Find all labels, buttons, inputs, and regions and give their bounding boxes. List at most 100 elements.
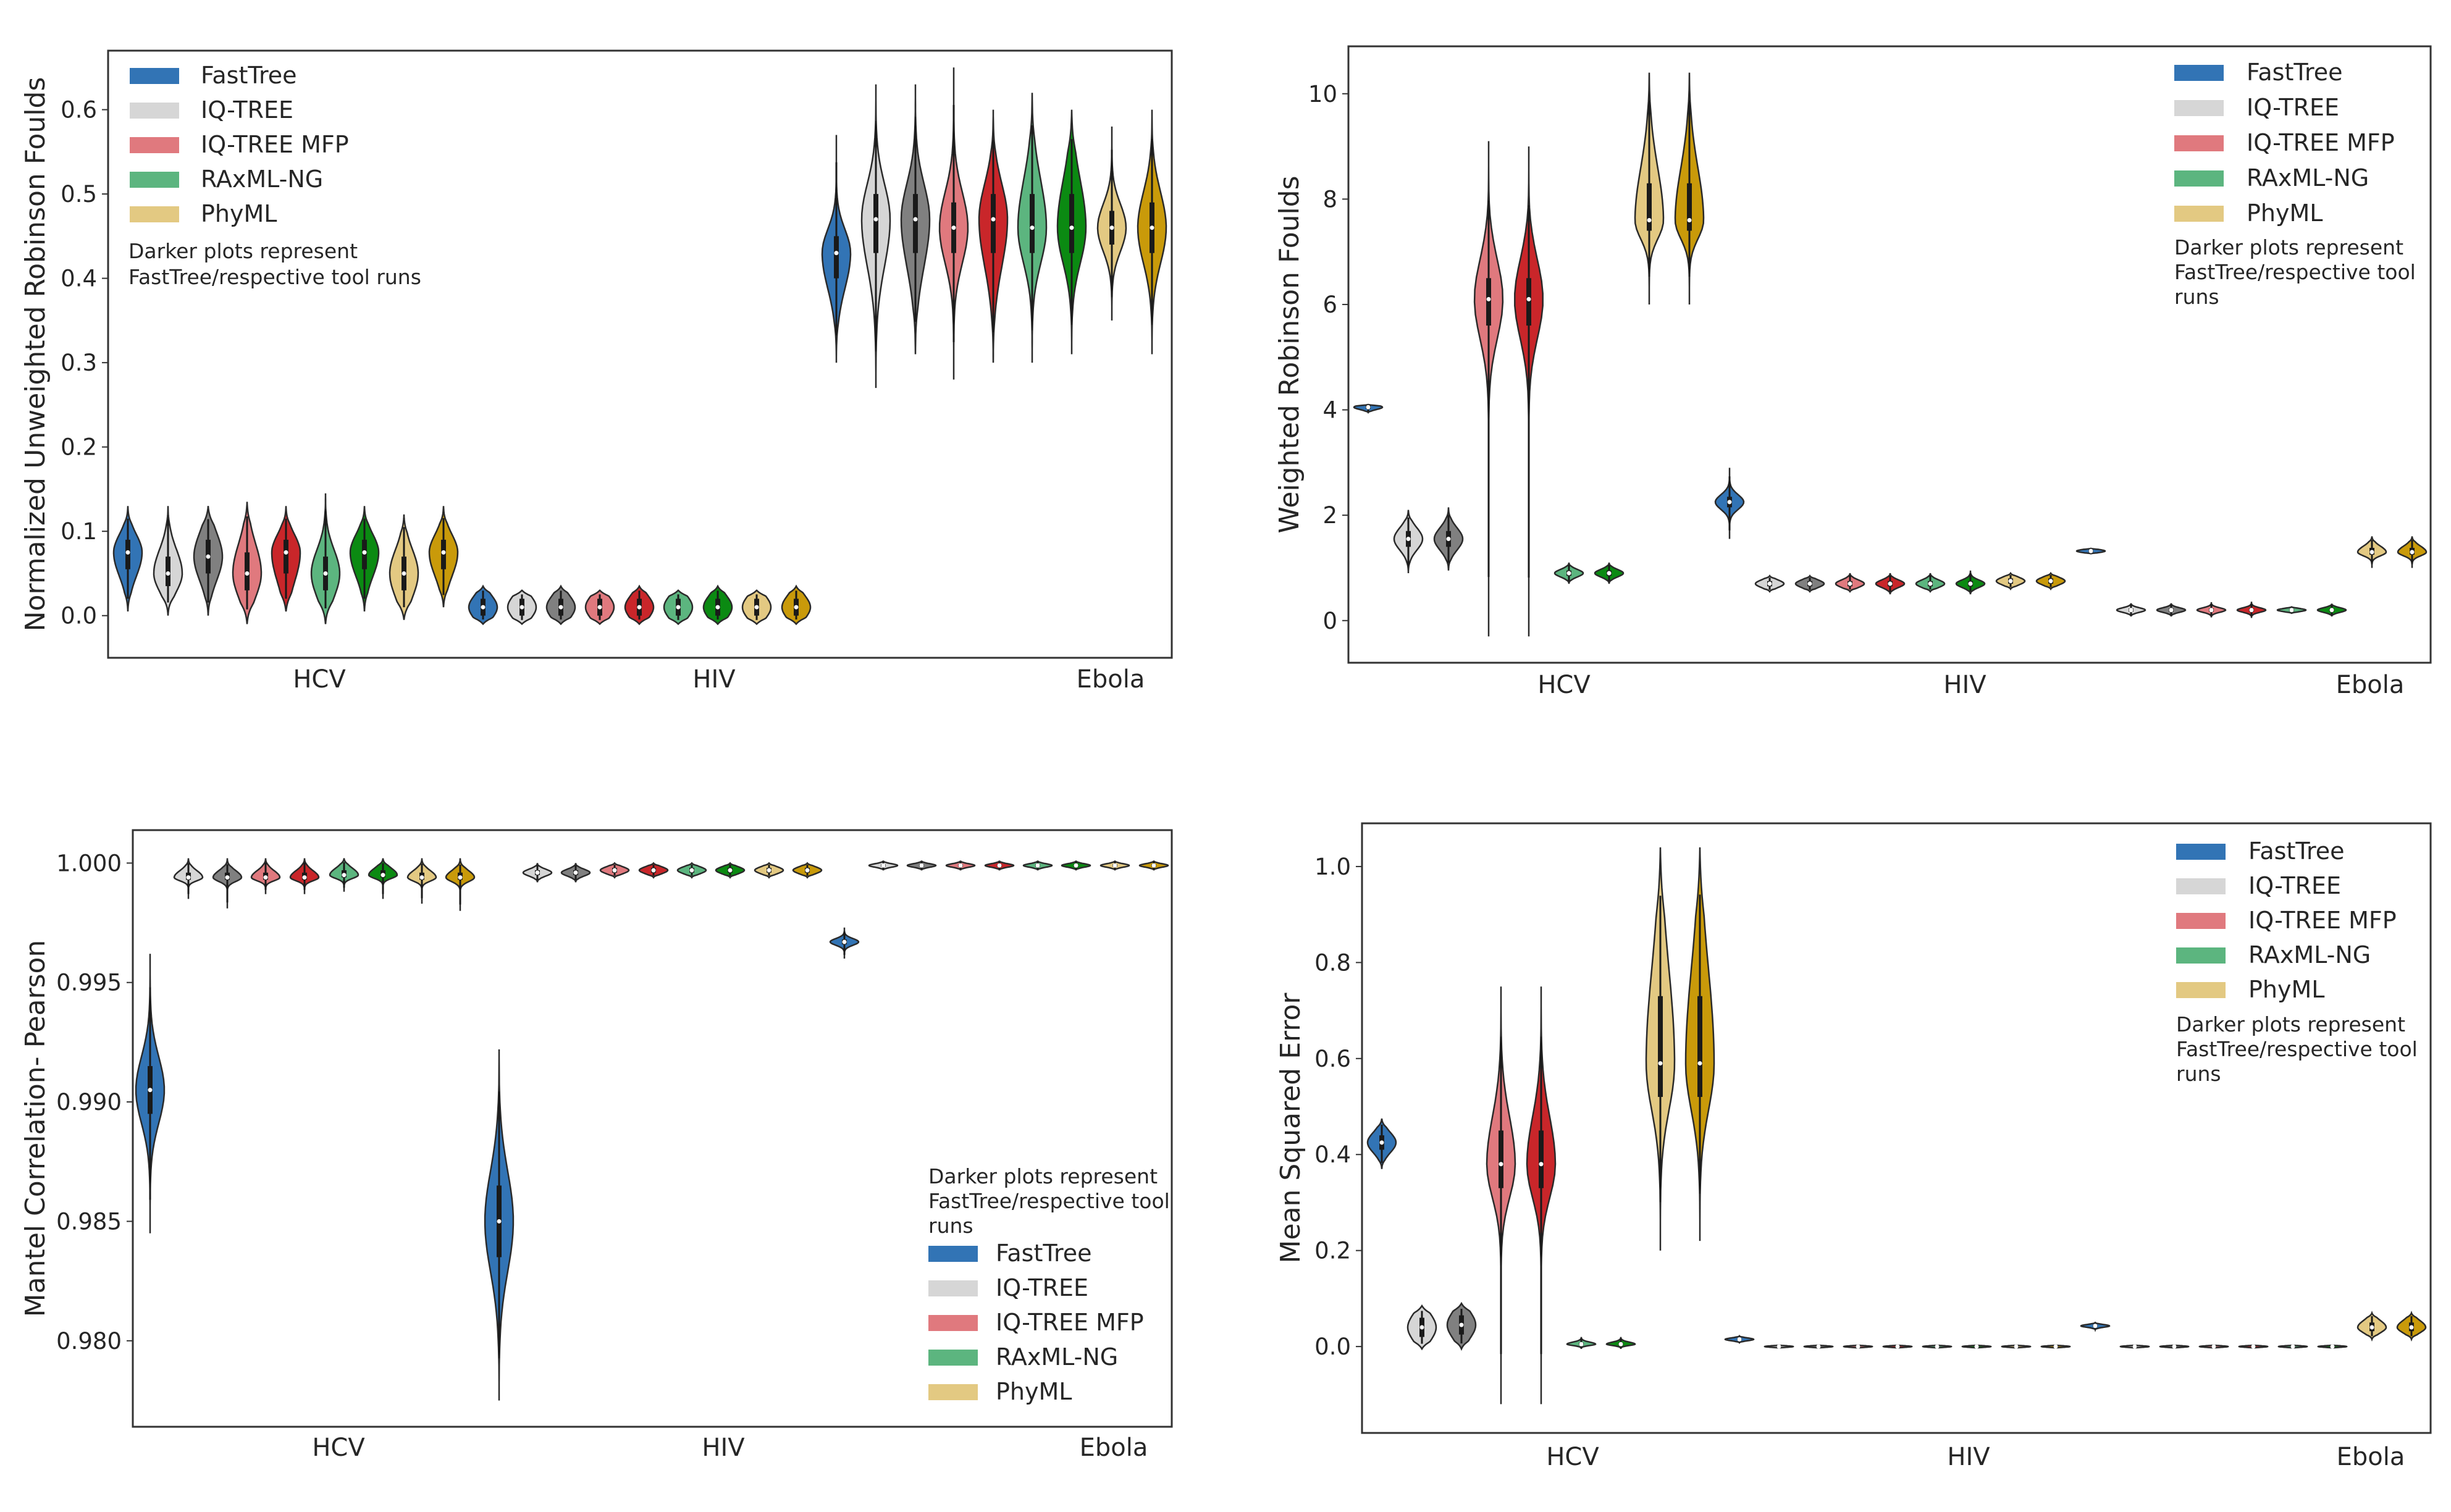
x-category-label-ebola: Ebola [1080,1434,1148,1462]
violin-hiv-iq-tree-dark [560,863,591,883]
violin-iqr-box [913,194,918,253]
violin-median-dot [186,875,191,880]
violin-median-dot [1928,581,1933,586]
violin-median-dot [2093,1324,2098,1329]
violin-ebola-fasttree [821,135,852,363]
violin-median-dot [1074,863,1078,868]
violin-hcv-phyml [1645,847,1676,1251]
violin-median-dot [834,251,839,256]
violin-ebola-phyml [2356,536,2387,568]
violin-median-dot [401,571,406,576]
violin-median-dot [148,1088,153,1093]
y-tick-label: 0.3 [61,350,97,376]
violin-median-dot [1727,500,1732,505]
violin-median-dot [997,863,1002,868]
y-axis-label: Mean Squared Error [1275,993,1306,1264]
violin-median-dot [881,863,886,868]
y-tick-label: 0.8 [1314,949,1351,976]
violin-median-dot [1856,1344,1860,1349]
violin-median-dot [1109,225,1114,230]
panel-top-right: 0 2 4 6 8 10 Weighted Robinson Foulds HCV HIV Ebo… [1274,45,2432,699]
violin-median-dot [323,571,328,576]
violin-median-dot [419,875,424,880]
legend-label-fasttree: FastTree [2248,838,2345,865]
violin-iqr-box [1526,278,1531,326]
y-axis-label: Mantel Correlation- Pearson [20,940,51,1317]
legend-swatch-phyml [928,1384,978,1400]
panel-top-left: 0.0 0.1 0.2 0.3 0.4 0.5 0.6 Normalized Unweight… [20,49,1173,694]
violin-ebola-phyml-dark [2397,536,2428,568]
violin-median-dot [1935,1344,1940,1349]
y-tick-label: 4 [1322,397,1337,424]
violin-median-dot [794,605,799,610]
violin-hiv-phyml-dark [2040,1344,2071,1349]
y-tick-label: 8 [1322,186,1337,212]
violin-ebola-phyml-dark [1138,860,1169,871]
violin-ebola-iq-tree [2116,603,2146,617]
violin-median-dot [919,863,924,868]
violin-iqr-box [834,236,839,279]
legend-label-iq-tree-mfp: IQ-TREE MFP [2247,129,2395,156]
violin-hcv-iq-tree-dark [1433,507,1464,571]
violin-iqr-box [1499,1130,1503,1188]
violin-ebola-phyml-dark [1137,109,1167,355]
violin-hcv-fasttree [112,506,143,611]
violin-median-dot [2369,1325,2374,1330]
y-tick-label: 0.2 [1314,1238,1351,1264]
violin-median-dot [1459,1322,1464,1327]
violin-median-dot [651,868,656,873]
legend-swatch-raxml-ng [2174,170,2224,187]
y-tick-label: 0.0 [61,603,97,629]
legend-label-raxml-ng: RAxML-NG [201,166,323,193]
violin-hcv-raxml-ng [329,858,359,892]
violin-median-dot [612,868,617,873]
violin-ebola-phyml-dark [2396,1311,2427,1342]
violin-median-dot [2209,608,2214,613]
note-line: Darker plots represent [2174,235,2403,259]
violin-median-dot [1446,537,1451,542]
violin-hcv-iq-tree-mfp-dark [1514,146,1544,637]
violin-hcv-phyml-dark [445,858,476,911]
violin-median-dot [842,939,847,944]
violin-ebola-iq-tree-mfp-dark [2238,1344,2269,1349]
violin-hcv-raxml-ng [1553,562,1584,584]
violin-median-dot [1035,863,1040,868]
violin-median-dot [1499,1162,1503,1167]
violin-hiv-phyml [1995,571,2026,591]
note-line: runs [2176,1062,2221,1086]
note-line: FastTree/respective tool [2176,1037,2418,1061]
violin-hcv-phyml-dark [1684,847,1715,1241]
violin-median-dot [728,868,733,873]
violin-ebola-iq-tree [860,84,891,388]
violin-median-dot [1697,1061,1702,1066]
violin-hcv-raxml-ng-dark [1594,562,1625,584]
legend-swatch-fasttree [130,68,179,84]
violin-ebola-fasttree [2080,1321,2111,1332]
x-category-label-ebola: Ebola [2336,671,2405,699]
y-tick-label: 0.985 [56,1208,122,1235]
violin-ebola-raxml-ng [2277,1344,2308,1349]
y-tick-label: 0.980 [56,1328,122,1354]
legend-swatch-phyml [2174,206,2224,222]
legend-label-iq-tree-mfp: IQ-TREE MFP [201,131,349,158]
plot-frame [1347,45,2432,664]
violin-hiv-raxml-ng [676,862,707,879]
violin-median-dot [2249,608,2254,613]
violin-hiv-iq-tree-mfp [599,862,630,879]
violin-hiv-raxml-ng-dark [1961,1344,1992,1349]
y-tick-label: 0.990 [56,1089,122,1115]
violin-hcv-iq-tree-mfp [250,858,281,894]
y-tick-label: 0 [1322,608,1337,634]
y-tick-label: 1.000 [56,850,122,876]
violin-median-dot [1366,405,1371,410]
violin-median-dot [302,875,307,880]
violin-ebola-raxml-ng-dark [1061,860,1091,871]
y-tick-label: 0.6 [61,97,97,124]
violin-median-dot [2132,1344,2137,1349]
violin-median-dot [481,605,486,610]
violin-iqr-box [1658,996,1663,1097]
violin-ebola-iq-tree-mfp [938,67,969,380]
legend-label-iq-tree-mfp: IQ-TREE MFP [2248,907,2397,934]
violin-median-dot [1406,537,1411,542]
